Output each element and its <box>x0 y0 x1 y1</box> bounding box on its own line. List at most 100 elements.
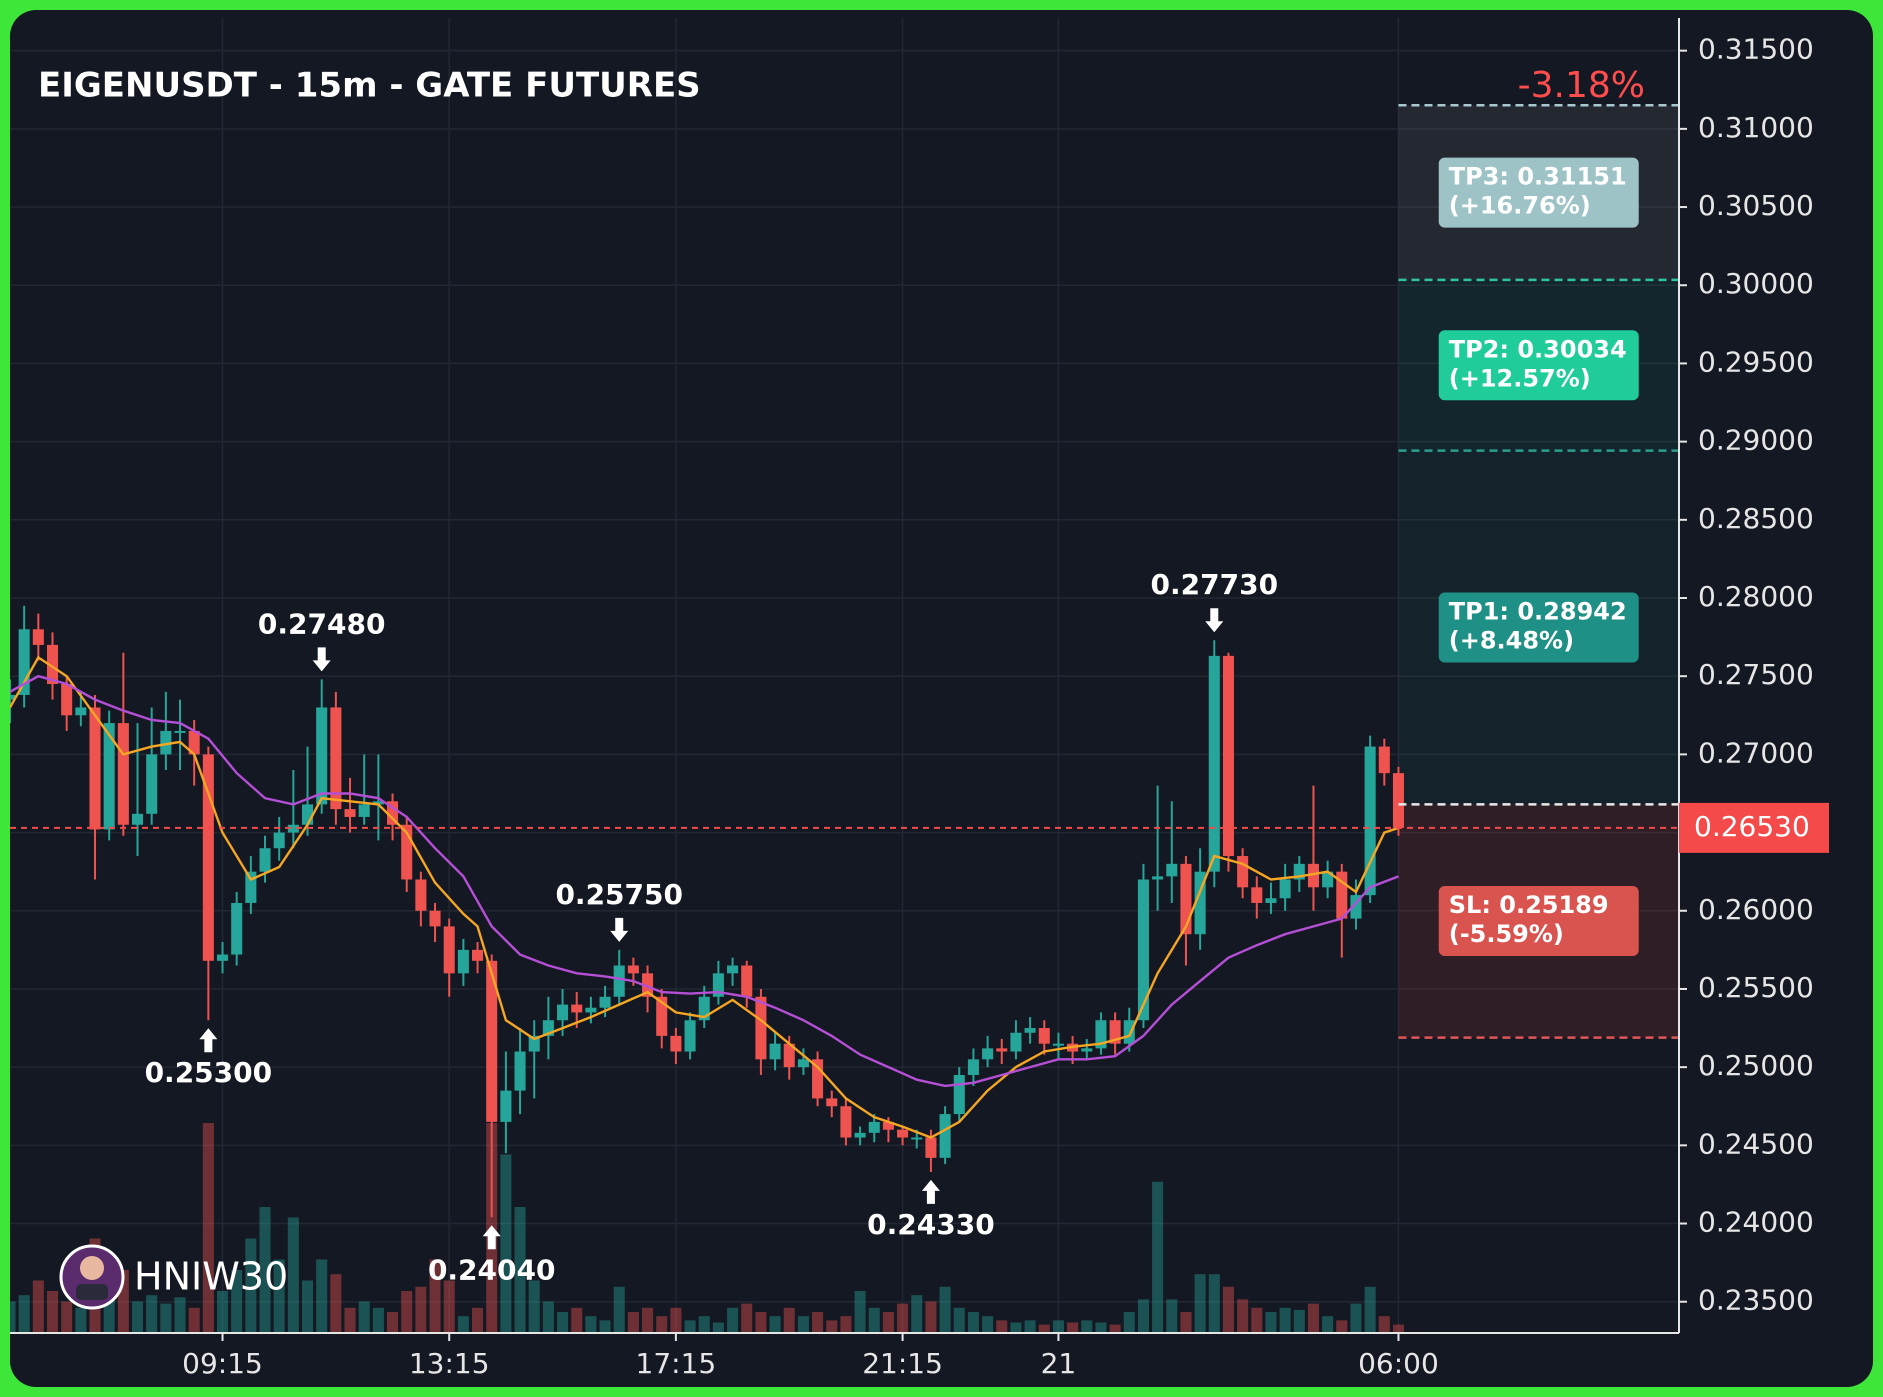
annotation-label: 0.27480 <box>258 607 386 640</box>
candle-body <box>1307 863 1319 888</box>
candle-body <box>854 1132 866 1138</box>
volume-bar <box>656 1316 668 1333</box>
volume-bar <box>1166 1299 1178 1333</box>
annotations: 0.25300 0.27480 0.24040 0.25750 0.24330 0.277… <box>145 568 1278 1286</box>
candle-body <box>868 1121 880 1133</box>
volume-bar <box>46 1291 59 1333</box>
volume-bar <box>457 1316 469 1333</box>
candle-body <box>1095 1020 1107 1049</box>
volume-bar <box>996 1320 1008 1333</box>
candle-body <box>330 707 342 810</box>
volume-bar <box>769 1316 781 1333</box>
y-tick-label: 0.26000 <box>1698 893 1814 926</box>
volume-bar <box>216 1291 229 1333</box>
candle-body <box>1109 1020 1121 1044</box>
volume-bar <box>642 1307 654 1333</box>
levels: TP3: 0.31151(+16.76%) TP2: 0.30034(+12.57… <box>10 103 1679 1039</box>
candle-body <box>1378 746 1390 774</box>
volume-bar <box>571 1307 583 1333</box>
candle-body <box>542 1020 554 1036</box>
volume-bar <box>146 1295 158 1333</box>
volume-bar <box>1237 1299 1249 1333</box>
volume-bar <box>1265 1312 1277 1333</box>
candle-body <box>727 965 739 974</box>
candle-body <box>32 629 44 645</box>
candle-body <box>1152 876 1164 880</box>
volume-bar <box>415 1286 427 1333</box>
volume-bar <box>330 1274 342 1333</box>
candle-body <box>897 1129 909 1138</box>
candle-body <box>103 723 115 830</box>
volume-bar <box>1364 1286 1376 1333</box>
candle-body <box>1364 746 1376 896</box>
ma-line <box>10 674 1399 1088</box>
candle-body <box>216 954 229 961</box>
candle-body <box>1350 895 1362 919</box>
volume-bar <box>401 1291 413 1333</box>
candle-body <box>472 949 484 961</box>
candle-body <box>61 684 73 716</box>
y-tick-label: 0.23500 <box>1698 1284 1814 1317</box>
candle-body <box>486 960 498 1122</box>
volume-bar <box>1293 1309 1305 1333</box>
volume-bar <box>684 1320 696 1333</box>
candle-body <box>1081 1048 1093 1052</box>
volume-bar <box>712 1322 724 1333</box>
volume-bar <box>953 1307 965 1333</box>
volume-bar <box>1208 1274 1220 1333</box>
candle-body <box>996 1048 1008 1052</box>
change-label: -3.18% <box>1518 65 1645 106</box>
volume-bar <box>1152 1181 1164 1333</box>
grid <box>10 18 1679 1333</box>
volume-bar <box>812 1312 824 1333</box>
arrow <box>921 1179 940 1204</box>
candle-body <box>1392 773 1404 828</box>
candle-body <box>826 1098 838 1107</box>
volume-bar <box>1392 1324 1404 1333</box>
panel <box>10 10 1873 1387</box>
candle-body <box>287 824 299 833</box>
candle-body <box>967 1059 979 1075</box>
candle-body <box>415 879 427 911</box>
candle-body <box>500 1090 512 1122</box>
candle-body <box>982 1048 994 1060</box>
candle-body <box>160 730 172 755</box>
candle-body <box>1010 1032 1022 1052</box>
y-tick-label: 0.27500 <box>1698 658 1814 691</box>
candle-body <box>1038 1028 1050 1044</box>
volume-bar <box>1279 1307 1291 1333</box>
ma-line <box>10 655 1399 1139</box>
level-label: SL: 0.25189 <box>1449 891 1609 919</box>
volume-bar <box>882 1312 894 1333</box>
volume-bar <box>174 1297 186 1333</box>
y-tick-label: 0.31500 <box>1698 33 1814 66</box>
candle-body <box>911 1137 923 1140</box>
candle-body <box>1194 871 1206 935</box>
volume-bar <box>1251 1307 1263 1333</box>
volume-bar <box>75 1307 87 1333</box>
candle-body <box>684 1020 696 1052</box>
volume-bar <box>245 1238 257 1333</box>
arrow <box>482 1225 501 1250</box>
y-tick-label: 0.27000 <box>1698 736 1814 769</box>
y-tick-label: 0.28000 <box>1698 580 1814 613</box>
level-note: (+16.76%) <box>1449 192 1591 220</box>
volume-bar <box>967 1312 979 1333</box>
candle-body <box>1322 871 1334 888</box>
candle-body <box>797 1059 809 1068</box>
volume-bar <box>160 1303 172 1333</box>
y-tick-label: 0.29000 <box>1698 424 1814 457</box>
level-label: TP3: 0.31151 <box>1449 163 1627 191</box>
level-box <box>1438 157 1639 228</box>
candle-body <box>939 1114 951 1158</box>
volume-bar <box>443 1280 455 1333</box>
annotation-label: 0.25300 <box>145 1056 273 1089</box>
volume-bar <box>585 1316 597 1333</box>
volume-bar <box>670 1307 682 1333</box>
level-note: (-5.59%) <box>1449 920 1564 948</box>
candle-body <box>174 730 186 733</box>
volume-bar <box>1095 1322 1107 1333</box>
volume-bar <box>358 1301 370 1333</box>
candle-body <box>571 1004 583 1013</box>
